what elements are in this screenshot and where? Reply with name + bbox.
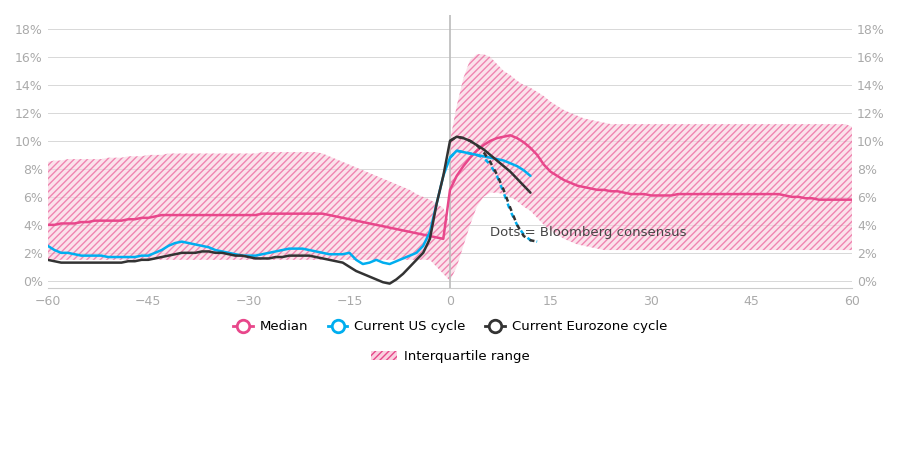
Text: Dots = Bloomberg consensus: Dots = Bloomberg consensus — [491, 226, 687, 239]
Legend: Interquartile range: Interquartile range — [365, 345, 535, 369]
